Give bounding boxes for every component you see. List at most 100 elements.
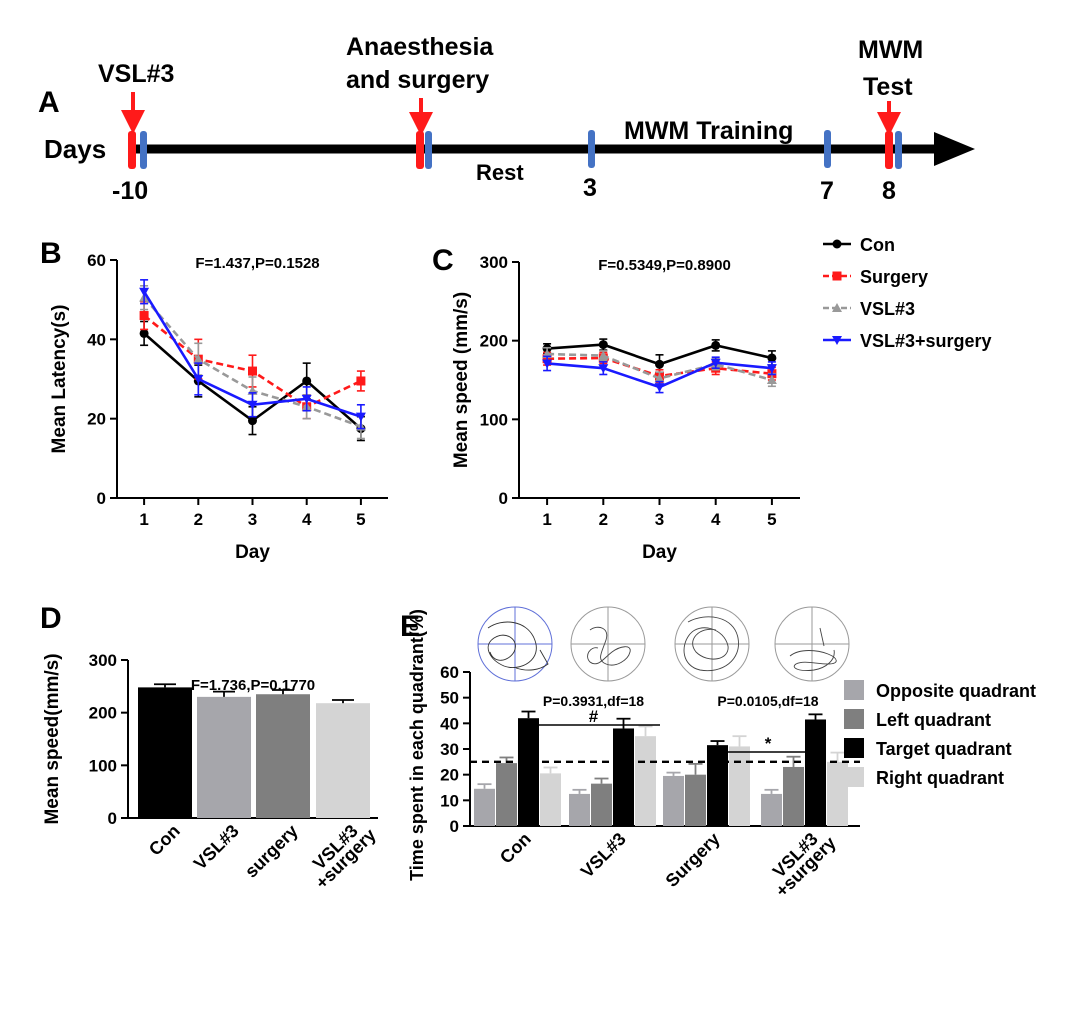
legend-label-bar_right: Right quadrant — [876, 768, 1004, 788]
swim-path-con — [477, 606, 553, 682]
marker-vsl3_surgery — [247, 400, 258, 410]
marker-con — [598, 340, 608, 350]
bar-bar_right — [540, 773, 561, 826]
marker-con — [655, 359, 664, 369]
marker-vsl3 — [832, 303, 842, 312]
marker-vsl3_surgery — [654, 383, 665, 393]
x-category-label: VSL#3 — [190, 821, 243, 874]
y-tick-label: 200 — [89, 704, 117, 723]
legend-swatch-bar_target — [844, 738, 864, 758]
swim-path-surgery — [674, 606, 750, 682]
marker-con — [302, 376, 312, 386]
x-tick-label: 5 — [767, 510, 776, 529]
blue-tick-vsl3 — [140, 131, 147, 169]
comparison-stat: P=0.0105,df=18 — [717, 693, 818, 709]
legend-label-bar_target: Target quadrant — [876, 739, 1012, 759]
legend-label-bar_left: Left quadrant — [876, 710, 991, 730]
marker-vsl3_surgery — [710, 358, 721, 368]
x-axis-label: Day — [235, 542, 270, 563]
y-tick-label: 0 — [108, 809, 117, 828]
chart-c-legend: Con Surgery VSL#3 VSL#3+surgery — [823, 235, 992, 351]
x-tick-label: 5 — [356, 510, 365, 529]
event-label-anaesthesia: Anaesthesia — [346, 33, 494, 61]
bar-bar_opposite — [569, 793, 590, 826]
tick-label-7: 7 — [820, 177, 834, 205]
y-axis-label: Mean Latency(s) — [49, 305, 70, 454]
x-category-label: VSL#3 — [577, 829, 630, 882]
panel-b-label: B — [40, 237, 62, 270]
y-tick-label: 0 — [499, 489, 508, 508]
marker-con — [767, 353, 777, 363]
x-tick-label: 4 — [302, 510, 312, 529]
marker-vsl3_surgery — [832, 336, 842, 345]
y-tick-label: 300 — [89, 651, 117, 670]
y-tick-label: 200 — [480, 332, 508, 351]
swim-path-thumbnails — [477, 606, 850, 682]
marker-con — [248, 416, 257, 426]
x-tick-label: 3 — [248, 510, 257, 529]
event-label-and-surgery: and surgery — [346, 66, 489, 94]
y-axis-label: Mean speed (mm/s) — [451, 292, 472, 468]
blue-tick-surgery — [425, 131, 432, 169]
marker-surgery — [356, 376, 366, 386]
x-tick-label: 2 — [599, 510, 608, 529]
legend-label-con: Con — [860, 235, 895, 255]
marker-surgery — [139, 311, 149, 321]
y-tick-label: 20 — [440, 766, 459, 785]
bar — [316, 703, 370, 818]
marker-vsl3 — [193, 354, 204, 364]
marker-vsl3_surgery — [355, 412, 366, 422]
bar-bar_left — [591, 783, 612, 826]
training-label: MWM Training — [624, 117, 793, 145]
x-category-label: Con — [496, 829, 535, 868]
marker-vsl3 — [766, 375, 777, 384]
y-tick-label: 30 — [440, 740, 459, 759]
y-axis-label: Mean speed(mm/s) — [42, 653, 63, 824]
bar-bar_target — [613, 728, 634, 826]
marker-con — [711, 340, 721, 350]
event-label-vsl3: VSL#3 — [98, 60, 174, 88]
blue-tick-day3 — [588, 130, 595, 168]
red-marker-test — [885, 131, 893, 169]
y-tick-label: 60 — [87, 251, 106, 270]
bar — [197, 696, 251, 818]
x-tick-label: 3 — [655, 510, 664, 529]
bar-bar_opposite — [761, 793, 782, 826]
comparison-mark: # — [589, 707, 599, 726]
y-tick-label: 60 — [440, 663, 459, 682]
bar-bar_right — [729, 746, 750, 826]
event-label-test: Test — [863, 73, 913, 101]
timeline-arrowhead — [934, 132, 975, 166]
marker-surgery — [832, 271, 842, 281]
bar-bar_target — [805, 719, 826, 826]
bar-bar_target — [518, 718, 539, 826]
blue-tick-day7 — [824, 130, 831, 168]
y-tick-label: 0 — [97, 489, 106, 508]
rest-label: Rest — [476, 160, 524, 185]
chart-d-speed-bars: 0 100 200 300 Mean speed(mm/s) F=1.736,P=0.17… — [42, 651, 380, 893]
x-axis-label: Day — [642, 542, 677, 563]
marker-surgery — [248, 366, 257, 376]
comparison-mark: * — [765, 734, 772, 753]
chart-b-latency: 0 20 40 60 1 2 3 4 5 Day Mean Latency(s) F=1.437,P=… — [49, 251, 388, 563]
marker-con — [139, 328, 149, 338]
bar-bar_left — [496, 763, 517, 826]
x-category-label: surgery — [241, 821, 302, 882]
panel-d-label: D — [40, 602, 62, 635]
marker-vsl3_surgery — [598, 364, 609, 374]
chart-stat-title: F=1.736,P=0.1770 — [191, 677, 315, 694]
marker-vsl3 — [654, 373, 665, 383]
blue-tick-test — [895, 131, 902, 169]
y-tick-label: 300 — [480, 253, 508, 272]
legend-label-surgery: Surgery — [860, 267, 928, 287]
y-tick-label: 40 — [87, 330, 106, 349]
y-tick-label: 0 — [450, 817, 459, 836]
bar-bar_left — [783, 766, 804, 826]
legend-label-vsl3_surgery: VSL#3+surgery — [860, 331, 992, 351]
bar-bar_right — [827, 761, 848, 826]
x-tick-label: 1 — [542, 510, 551, 529]
red-marker-surgery — [416, 131, 424, 169]
chart-c-speed: 0 100 200 300 1 2 3 4 5 Day Mean speed (mm/s) F=0.5… — [451, 253, 800, 563]
marker-con — [832, 239, 842, 249]
